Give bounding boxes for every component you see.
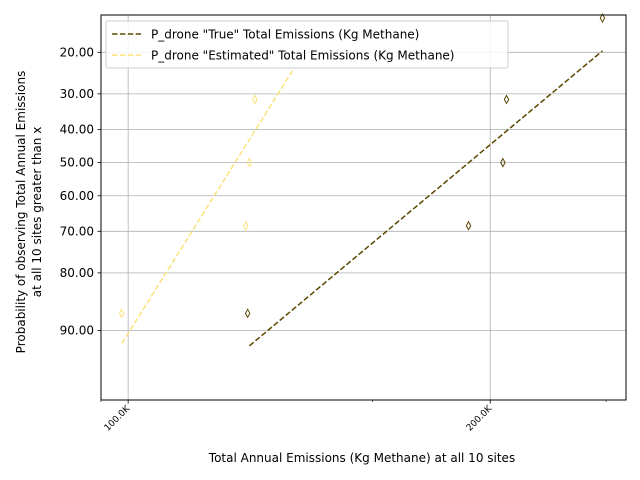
y-axis-label-line-2: at all 10 sites greater than x	[30, 127, 44, 298]
data-point-0	[244, 308, 251, 319]
y-axis-label-line-1: Probability of observing Total Annual Em…	[14, 71, 28, 354]
data-point-0	[503, 94, 510, 105]
y-tick-label: 30.00	[60, 87, 94, 101]
data-point-1	[243, 220, 249, 231]
y-axis-ticks: 20.00 30.00 40.00 50.00 60.00 70.00 80.00 90.00	[60, 45, 101, 338]
fit-line-1	[121, 69, 294, 344]
y-tick-label: 50.00	[60, 156, 94, 170]
y-tick-label: 90.00	[60, 324, 94, 338]
fit-line-0	[248, 50, 603, 347]
plot-frame	[100, 14, 627, 401]
y-tick-label: 20.00	[60, 45, 94, 59]
x-tick-label: 100.0K	[103, 403, 133, 433]
x-axis-ticks: 100.0K 200.0K	[103, 400, 495, 434]
y-tick-label: 40.00	[60, 122, 94, 136]
legend-box	[105, 20, 509, 69]
y-tick-label: 70.00	[60, 224, 94, 238]
data-point-1	[246, 157, 253, 168]
legend-label-true: P_drone "True" Total Emissions (Kg Metha…	[151, 28, 419, 42]
data-point-0	[465, 220, 472, 231]
data-point-1	[118, 308, 125, 319]
legend-label-estimated: P_drone "Estimated" Total Emissions (Kg …	[151, 49, 455, 63]
x-axis-label: Total Annual Emissions (Kg Methane) at a…	[208, 451, 515, 465]
data-point-0	[599, 13, 606, 24]
fit-lines	[121, 50, 603, 347]
data-point-0	[500, 157, 506, 168]
y-tick-label: 80.00	[60, 266, 94, 280]
grid-lines	[101, 15, 626, 400]
data-points	[118, 13, 606, 319]
x-tick-label: 200.0K	[465, 403, 495, 433]
y-tick-label: 60.00	[60, 189, 94, 203]
data-point-1	[252, 94, 258, 105]
legend: P_drone "True" Total Emissions (Kg Metha…	[105, 20, 509, 69]
